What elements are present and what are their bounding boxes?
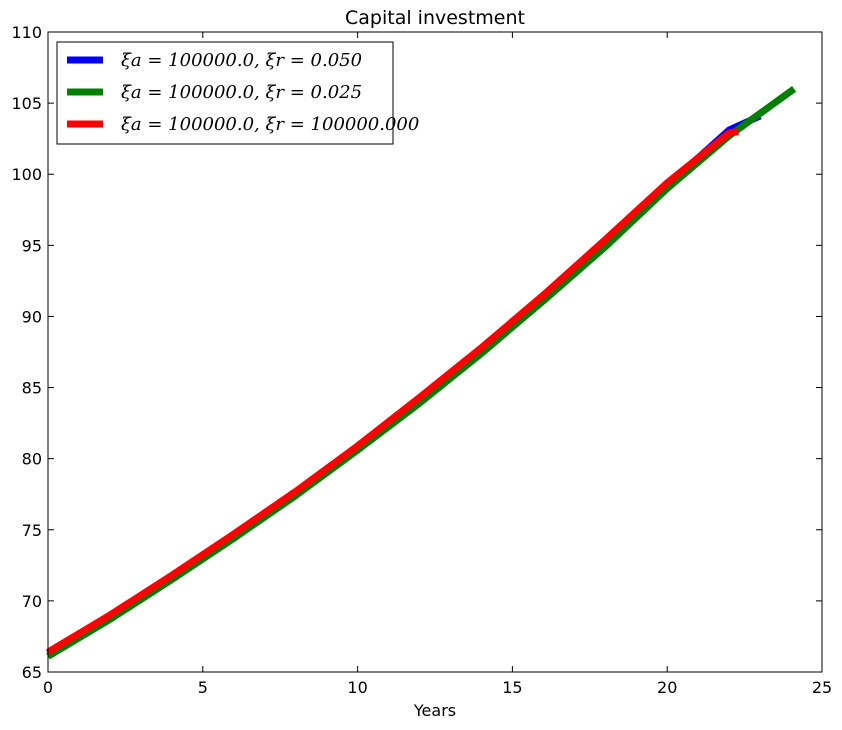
legend-entry: ξa = 100000.0, ξr = 0.025 [121, 82, 362, 103]
series-line-3 [46, 128, 739, 656]
x-tick-label: 15 [502, 678, 522, 697]
y-tick-label: 65 [22, 663, 42, 682]
legend-box [56, 41, 394, 145]
plot-area: 0 5 10 15 20 25 65 70 75 80 85 90 95 100 105 110 [11, 23, 832, 697]
y-tick-label: 80 [22, 450, 42, 469]
y-tick-label: 75 [22, 521, 42, 540]
x-tick-label: 0 [43, 678, 53, 697]
y-tick-label: 95 [22, 236, 42, 255]
x-tick-label: 5 [198, 678, 208, 697]
x-axis-label: Years [413, 701, 456, 720]
x-tick-label: 25 [812, 678, 832, 697]
y-tick-label: 90 [22, 307, 42, 326]
legend: ξa = 100000.0, ξr = 0.050 ξa = 100000.0, … [56, 41, 419, 145]
y-tick-label: 110 [11, 23, 42, 42]
series-line-2 [46, 86, 797, 660]
y-tick-label: 100 [11, 165, 42, 184]
legend-entry: ξa = 100000.0, ξr = 100000.000 [121, 114, 419, 135]
y-tick-label: 105 [11, 94, 42, 113]
y-tick-label: 85 [22, 379, 42, 398]
legend-entry: ξa = 100000.0, ξr = 0.050 [121, 50, 362, 71]
x-tick-label: 20 [657, 678, 677, 697]
plot-frame [47, 31, 823, 673]
x-tick-label: 10 [347, 678, 367, 697]
y-tick-label: 70 [22, 592, 42, 611]
chart-title: Capital investment [345, 7, 525, 29]
